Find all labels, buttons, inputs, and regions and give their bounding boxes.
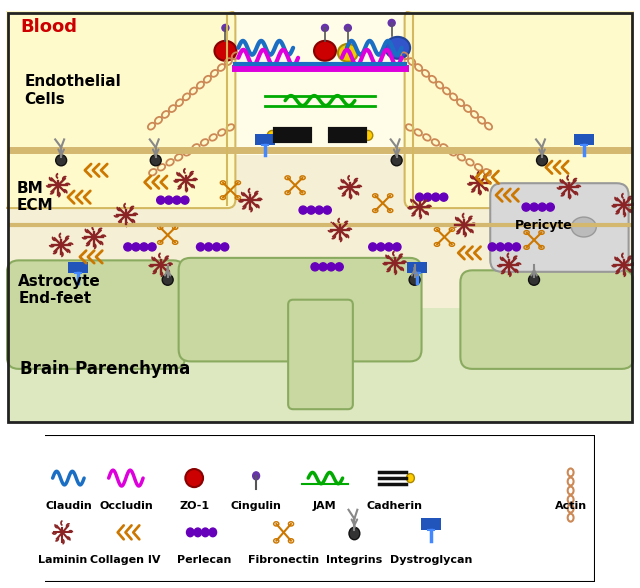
- FancyBboxPatch shape: [404, 10, 639, 208]
- Circle shape: [311, 263, 319, 271]
- FancyBboxPatch shape: [8, 155, 632, 329]
- Circle shape: [181, 196, 189, 204]
- FancyBboxPatch shape: [7, 260, 185, 369]
- Circle shape: [536, 155, 547, 166]
- Text: BM
ECM: BM ECM: [17, 181, 53, 213]
- Text: JAM: JAM: [313, 501, 337, 511]
- Circle shape: [415, 193, 424, 201]
- Circle shape: [157, 196, 164, 204]
- FancyBboxPatch shape: [460, 270, 634, 369]
- Circle shape: [212, 243, 221, 251]
- Ellipse shape: [385, 37, 410, 59]
- Ellipse shape: [338, 44, 358, 62]
- Circle shape: [406, 473, 414, 483]
- Circle shape: [496, 243, 504, 251]
- Circle shape: [513, 243, 520, 251]
- Circle shape: [377, 243, 385, 251]
- Circle shape: [148, 243, 156, 251]
- Circle shape: [209, 528, 216, 537]
- Circle shape: [186, 528, 194, 537]
- Circle shape: [253, 472, 260, 480]
- Circle shape: [194, 528, 202, 537]
- Text: Claudin: Claudin: [45, 501, 92, 511]
- Circle shape: [173, 196, 181, 204]
- Text: Perlecan: Perlecan: [177, 555, 231, 565]
- Bar: [68, 262, 88, 273]
- Circle shape: [344, 25, 351, 31]
- Text: ZO-1: ZO-1: [179, 501, 209, 511]
- Circle shape: [504, 243, 513, 251]
- Ellipse shape: [572, 217, 596, 237]
- Bar: [574, 135, 594, 145]
- Circle shape: [488, 243, 496, 251]
- Bar: [421, 517, 441, 530]
- Ellipse shape: [314, 41, 336, 61]
- Text: Fibronectin: Fibronectin: [248, 555, 319, 565]
- FancyBboxPatch shape: [490, 183, 628, 272]
- Circle shape: [327, 263, 335, 271]
- Circle shape: [385, 243, 393, 251]
- FancyBboxPatch shape: [179, 258, 422, 362]
- Ellipse shape: [186, 469, 203, 487]
- Circle shape: [164, 196, 173, 204]
- Text: Pericyte: Pericyte: [515, 219, 573, 232]
- Circle shape: [440, 193, 448, 201]
- Text: Cingulin: Cingulin: [230, 501, 282, 511]
- Circle shape: [522, 203, 530, 211]
- Circle shape: [56, 155, 67, 166]
- Circle shape: [393, 243, 401, 251]
- Circle shape: [307, 206, 315, 214]
- Circle shape: [202, 528, 209, 537]
- FancyBboxPatch shape: [288, 300, 353, 409]
- Circle shape: [124, 243, 132, 251]
- Circle shape: [388, 19, 395, 26]
- Text: Occludin: Occludin: [99, 501, 153, 511]
- Circle shape: [529, 275, 540, 285]
- Bar: [406, 262, 426, 273]
- Circle shape: [538, 203, 547, 211]
- Ellipse shape: [214, 41, 236, 61]
- Bar: [255, 135, 275, 145]
- Text: Blood: Blood: [20, 18, 77, 36]
- Circle shape: [369, 243, 377, 251]
- Circle shape: [140, 243, 148, 251]
- Circle shape: [546, 203, 554, 211]
- Text: Laminin: Laminin: [38, 555, 87, 565]
- Circle shape: [132, 243, 140, 251]
- FancyBboxPatch shape: [1, 10, 236, 208]
- Circle shape: [424, 193, 431, 201]
- Circle shape: [196, 243, 205, 251]
- Text: Dystroglycan: Dystroglycan: [390, 555, 472, 565]
- Text: Endothelial
Cells: Endothelial Cells: [24, 75, 121, 107]
- Text: Integrins: Integrins: [326, 555, 383, 565]
- Circle shape: [268, 131, 277, 141]
- Text: Collagen IV: Collagen IV: [90, 555, 161, 565]
- Circle shape: [391, 155, 402, 166]
- Circle shape: [222, 25, 229, 31]
- Circle shape: [530, 203, 538, 211]
- Circle shape: [299, 206, 307, 214]
- Circle shape: [315, 206, 323, 214]
- Text: Astrocyte
End-feet: Astrocyte End-feet: [19, 273, 101, 306]
- Circle shape: [205, 243, 212, 251]
- Circle shape: [221, 243, 228, 251]
- Circle shape: [431, 193, 440, 201]
- Circle shape: [335, 263, 343, 271]
- Circle shape: [349, 527, 360, 540]
- Circle shape: [321, 25, 328, 31]
- Circle shape: [323, 206, 332, 214]
- Circle shape: [319, 263, 327, 271]
- FancyBboxPatch shape: [8, 308, 632, 422]
- FancyBboxPatch shape: [43, 435, 595, 582]
- Circle shape: [150, 155, 161, 166]
- Text: Cadherin: Cadherin: [367, 501, 422, 511]
- Text: Actin: Actin: [555, 501, 587, 511]
- Text: Brain Parenchyma: Brain Parenchyma: [20, 360, 191, 379]
- FancyBboxPatch shape: [8, 13, 632, 225]
- Circle shape: [409, 275, 420, 285]
- Circle shape: [162, 275, 173, 285]
- Circle shape: [363, 131, 372, 141]
